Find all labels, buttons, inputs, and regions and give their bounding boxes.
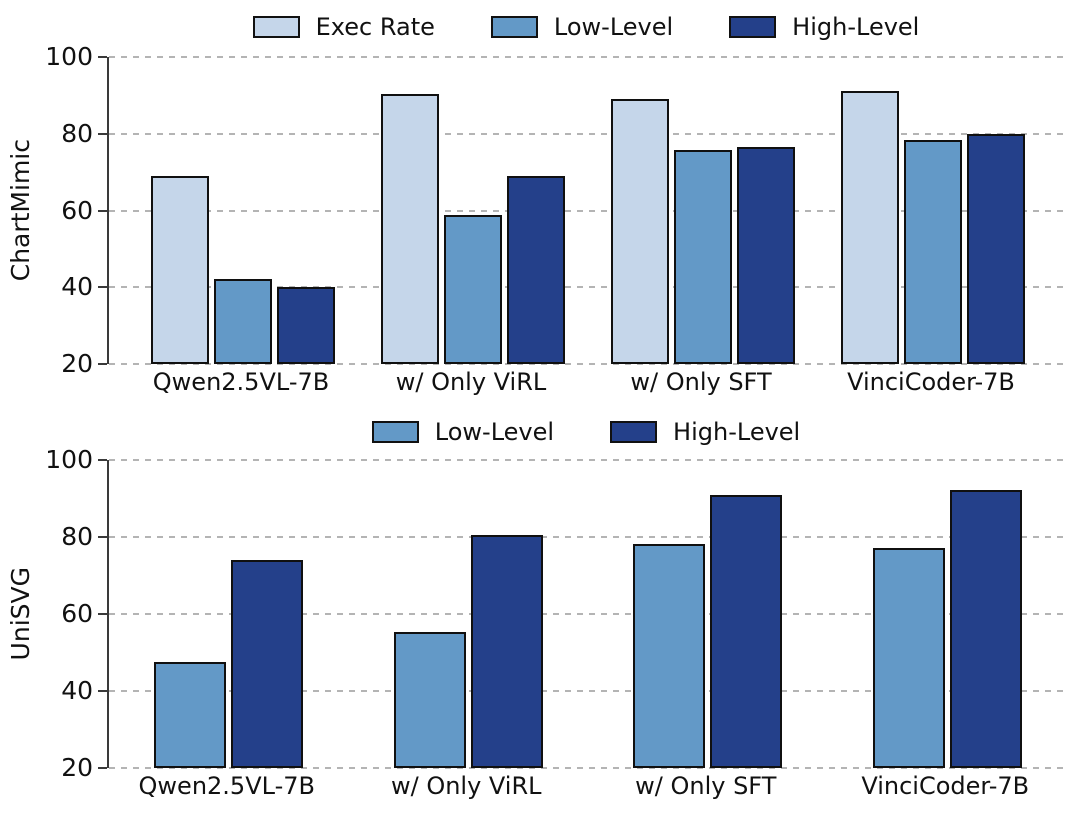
bar-exec-rate-qwen2-5vl-7b <box>151 176 209 364</box>
y-tickmark-80 <box>98 536 107 538</box>
y-tickmark-20 <box>98 767 107 769</box>
legend: Exec Rate Low-Level High-Level <box>107 8 1065 46</box>
legend-item-high-level: High-Level <box>610 418 800 446</box>
legend: Low-Level High-Level <box>107 413 1065 451</box>
bar-high-level-vincicoder-7b <box>967 134 1025 364</box>
bar-group-w-only-sft <box>588 460 828 768</box>
y-tickmark-60 <box>98 613 107 615</box>
bar-exec-rate-w-only-sft <box>611 99 669 364</box>
legend-item-exec-rate: Exec Rate <box>252 13 435 41</box>
bar-high-level-w-only-sft <box>710 494 783 768</box>
bar-low-level-w-only-virl <box>444 215 502 364</box>
bar-group-vincicoder-7b <box>818 57 1048 364</box>
y-tick-label-60: 60 <box>61 599 93 628</box>
bar-low-level-w-only-sft <box>674 149 732 364</box>
bar-exec-rate-vincicoder-7b <box>841 90 899 364</box>
y-tickmark-60 <box>98 209 107 212</box>
bar-group-vincicoder-7b <box>828 460 1068 768</box>
legend-item-low-level: Low-Level <box>490 13 674 41</box>
bar-high-level-w-only-virl <box>507 176 565 364</box>
y-tick-label-60: 60 <box>61 195 93 225</box>
y-tickmark-100 <box>98 56 107 58</box>
plot-area: 100 80 60 40 20 <box>45 43 1067 378</box>
y-tickmark-40 <box>98 286 107 289</box>
y-tickmark-20 <box>98 363 107 365</box>
gridline-100 <box>109 56 1067 58</box>
gridline-60 <box>109 209 1067 212</box>
y-tick-label-100: 100 <box>45 445 93 474</box>
bar-low-level-qwen2-5vl-7b <box>154 662 227 768</box>
y-tickmark-80 <box>98 132 107 135</box>
bar-exec-rate-w-only-virl <box>381 94 439 364</box>
x-tick-label-vincicoder-7b: VinciCoder-7B <box>861 772 1030 800</box>
legend-label-high-level: High-Level <box>673 418 801 446</box>
x-tick-label-w-only-sft: w/ Only SFT <box>635 772 777 800</box>
y-tick-label-40: 40 <box>61 272 93 302</box>
bar-group-w-only-virl <box>349 460 589 768</box>
legend-swatch-high-level <box>610 421 658 443</box>
gridline-40 <box>109 286 1067 289</box>
x-tick-label-w-only-virl: w/ Only ViRL <box>390 772 542 800</box>
gridline-40 <box>109 690 1067 692</box>
y-axis-label-text: ChartMimic <box>5 139 35 282</box>
bar-low-level-w-only-virl <box>393 632 466 768</box>
bar-high-level-qwen2-5vl-7b <box>277 286 335 364</box>
gridline-80 <box>109 132 1067 135</box>
y-axis-label-text: UniSVG <box>5 567 35 661</box>
legend-label-exec-rate: Exec Rate <box>315 13 435 41</box>
bar-group-w-only-virl <box>358 57 588 364</box>
bar-high-level-vincicoder-7b <box>949 490 1022 768</box>
gridline-80 <box>109 536 1067 538</box>
y-tickmark-100 <box>98 459 107 461</box>
x-axis-labels: Qwen2.5VL-7B w/ Only ViRL w/ Only SFT Vinci… <box>107 368 1065 396</box>
bar-group-qwen2-5vl-7b <box>128 57 358 364</box>
bar-group-qwen2-5vl-7b <box>109 460 349 768</box>
bar-high-level-w-only-virl <box>470 535 543 768</box>
legend-item-high-level: High-Level <box>729 13 919 41</box>
y-tick-label-20: 20 <box>61 753 93 782</box>
y-tick-label-20: 20 <box>61 349 93 378</box>
bar-low-level-vincicoder-7b <box>872 548 945 768</box>
bar-group-w-only-sft <box>588 57 818 364</box>
gridline-60 <box>109 613 1067 615</box>
chart-panel-unisvg: Low-Level High-Level UniSVG 100 80 60 40 20 Q… <box>0 407 1080 815</box>
bar-low-level-vincicoder-7b <box>904 139 962 364</box>
x-tick-label-qwen2-5vl-7b: Qwen2.5VL-7B <box>138 772 315 800</box>
legend-swatch-low-level <box>490 16 538 38</box>
legend-item-low-level: Low-Level <box>371 418 555 446</box>
chart-panel-chartmimic: Exec Rate Low-Level High-Level ChartMimic … <box>5 8 1067 396</box>
gridline-20 <box>109 363 1067 365</box>
bar-groups <box>109 57 1067 364</box>
bar-low-level-qwen2-5vl-7b <box>214 278 272 364</box>
legend-swatch-low-level <box>371 421 419 443</box>
bar-groups <box>109 460 1067 768</box>
gridline-100 <box>109 459 1067 461</box>
bar-high-level-qwen2-5vl-7b <box>231 560 304 768</box>
x-tick-label-qwen2-5vl-7b: Qwen2.5VL-7B <box>152 368 330 396</box>
plot-area: 100 80 60 40 20 <box>45 446 1067 782</box>
y-tickmark-40 <box>98 690 107 692</box>
legend-label-low-level: Low-Level <box>434 418 555 446</box>
legend-label-low-level: Low-Level <box>553 13 674 41</box>
y-tick-label-80: 80 <box>61 118 93 148</box>
x-tick-label-vincicoder-7b: VinciCoder-7B <box>847 368 1015 396</box>
bar-high-level-w-only-sft <box>737 146 795 364</box>
y-tick-label-80: 80 <box>61 522 93 551</box>
y-tick-label-100: 100 <box>45 42 93 71</box>
x-tick-label-w-only-virl: w/ Only ViRL <box>395 368 547 396</box>
legend-swatch-exec-rate <box>252 16 300 38</box>
x-axis-labels: Qwen2.5VL-7B w/ Only ViRL w/ Only SFT Vinci… <box>107 772 1065 800</box>
x-tick-label-w-only-sft: w/ Only SFT <box>630 368 772 396</box>
gridline-20 <box>109 767 1067 769</box>
legend-swatch-high-level <box>729 16 777 38</box>
legend-label-high-level: High-Level <box>792 13 920 41</box>
bar-low-level-w-only-sft <box>633 543 706 768</box>
y-tick-label-40: 40 <box>61 676 93 705</box>
